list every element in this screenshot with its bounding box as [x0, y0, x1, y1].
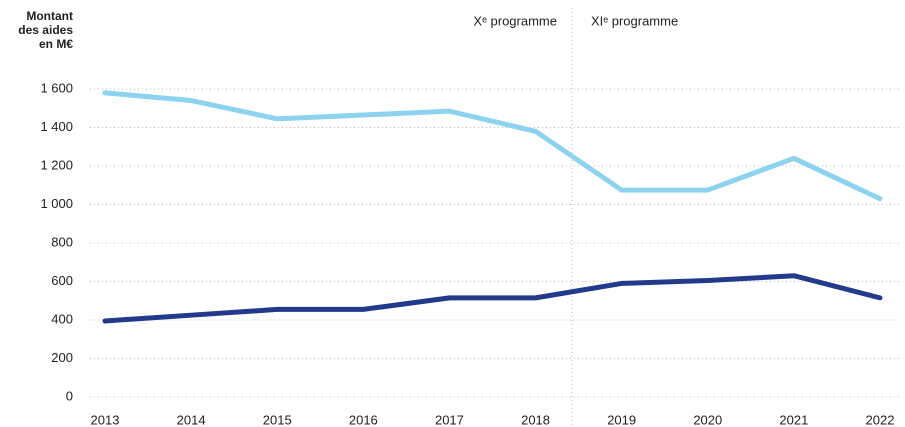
x-tick-label: 2015	[263, 412, 292, 427]
y-axis-label: Montant	[26, 9, 73, 23]
x-tick-label: 2017	[435, 412, 464, 427]
y-tick-label: 1 400	[40, 119, 73, 134]
y-tick-label: 400	[51, 311, 73, 326]
x-tick-label: 2022	[866, 412, 895, 427]
x-tick-label: 2020	[693, 412, 722, 427]
x-tick-label: 2018	[521, 412, 550, 427]
x-tick-label: 2013	[91, 412, 120, 427]
y-tick-label: 800	[51, 234, 73, 249]
y-axis-label: des aides	[18, 23, 73, 37]
y-tick-label: 1 000	[40, 196, 73, 211]
series-line	[102, 90, 883, 202]
y-axis-label: en M€	[39, 37, 73, 51]
x-tick-label: 2016	[349, 412, 378, 427]
annotation: Xᵉ programme	[473, 13, 557, 28]
x-tick-label: 2019	[607, 412, 636, 427]
y-tick-label: 1 200	[40, 157, 73, 172]
y-tick-label: 200	[51, 350, 73, 365]
series-line	[102, 273, 883, 324]
y-tick-label: 1 600	[40, 80, 73, 95]
y-tick-label: 0	[66, 388, 73, 403]
annotation: XIᵉ programme	[591, 13, 678, 28]
x-tick-label: 2021	[779, 412, 808, 427]
x-tick-label: 2014	[177, 412, 206, 427]
y-tick-label: 600	[51, 273, 73, 288]
